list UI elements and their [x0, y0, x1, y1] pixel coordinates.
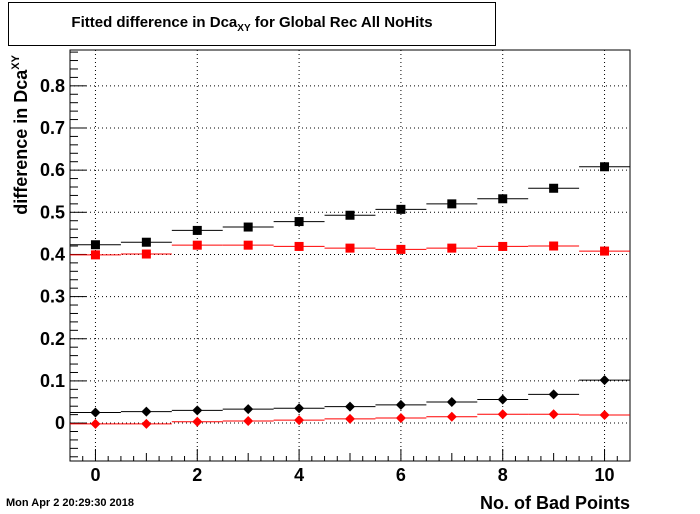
chart-title-rest: for Global Rec All NoHits [250, 14, 433, 31]
title-box: Fitted difference in DcaXY for Global Re… [8, 2, 496, 46]
plot-frame [69, 49, 631, 462]
data-point-square [192, 225, 202, 235]
x-tick-label: 0 [90, 465, 100, 485]
data-point-square [447, 243, 457, 253]
data-point-diamond [90, 407, 101, 418]
data-point-diamond [243, 415, 254, 426]
data-point-diamond [192, 416, 203, 427]
chart-title: Fitted difference in DcaXY for Global Re… [9, 14, 495, 34]
data-point-diamond [497, 409, 508, 420]
data-point-diamond [141, 418, 152, 429]
y-tick-label: 0.6 [40, 160, 65, 180]
data-point-diamond [345, 413, 355, 424]
data-point-square [294, 241, 304, 251]
data-point-diamond [599, 375, 610, 386]
data-point-diamond [294, 403, 305, 414]
chart-title-subscript: XY [237, 23, 251, 34]
x-tick-label: 6 [396, 465, 406, 485]
x-tick-label: 10 [595, 465, 615, 485]
grid [70, 50, 630, 461]
data-point-square [90, 240, 100, 250]
data-point-square [600, 162, 610, 172]
data-point-diamond [243, 404, 254, 415]
data-point-square [345, 210, 355, 220]
data-point-square [549, 241, 559, 251]
data-point-square [447, 199, 457, 209]
data-point-diamond [141, 406, 152, 417]
data-point-square [243, 240, 253, 250]
y-tick-label: 0.3 [40, 287, 65, 307]
x-tick-label: 4 [294, 465, 304, 485]
data-point-diamond [395, 399, 406, 410]
data-point-diamond [294, 415, 305, 426]
data-point-square [294, 217, 304, 227]
y-tick-label: 0.8 [40, 76, 65, 96]
y-tick-label: 0.5 [40, 202, 65, 222]
data-point-diamond [446, 396, 457, 407]
x-axis-label: No. of Bad Points [480, 493, 630, 513]
x-tick-label: 2 [192, 465, 202, 485]
data-point-square [90, 250, 100, 260]
series-1 [70, 162, 630, 250]
data-point-diamond [548, 389, 559, 400]
data-point-square [498, 241, 508, 251]
data-point-square [549, 183, 559, 193]
data-point-square [600, 246, 610, 256]
data-series [70, 162, 630, 429]
data-point-diamond [345, 401, 355, 412]
data-point-diamond [192, 405, 203, 416]
data-point-diamond [395, 413, 406, 424]
data-point-square [396, 244, 406, 254]
series-3 [70, 375, 630, 418]
data-point-square [192, 240, 202, 250]
data-point-diamond [548, 409, 559, 420]
y-tick-label: 0.2 [40, 329, 65, 349]
tick-labels: 0 2 4 6 8 10 0 0.1 0.2 0.3 0.4 0.5 0.6 0.7 0.8 [40, 76, 615, 485]
data-point-square [141, 249, 151, 259]
y-axis-label-main: difference in Dca [11, 69, 31, 215]
y-axis-label-subscript: XY [10, 54, 22, 69]
axis-ticks [69, 51, 631, 461]
data-point-diamond [599, 410, 610, 421]
chart-title-main: Fitted difference in Dca [71, 14, 238, 31]
data-point-square [498, 194, 508, 204]
data-point-square [243, 222, 253, 232]
x-tick-label: 8 [498, 465, 508, 485]
data-point-square [345, 243, 355, 253]
data-point-diamond [497, 394, 508, 405]
y-tick-label: 0.1 [40, 371, 65, 391]
data-point-square [141, 237, 151, 247]
y-axis-label: difference in DcaXY [10, 54, 31, 214]
y-tick-label: 0.4 [40, 244, 65, 264]
data-point-diamond [90, 418, 101, 429]
y-tick-label: 0 [55, 413, 65, 433]
data-point-square [396, 204, 406, 214]
y-tick-label: 0.7 [40, 118, 65, 138]
series-4 [70, 409, 630, 429]
series-2 [70, 240, 630, 260]
timestamp: Mon Apr 2 20:29:30 2018 [6, 497, 134, 509]
data-point-diamond [446, 411, 457, 422]
